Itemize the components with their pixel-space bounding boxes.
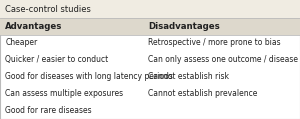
Text: Can only assess one outcome / disease: Can only assess one outcome / disease bbox=[148, 55, 298, 64]
Text: Good for rare diseases: Good for rare diseases bbox=[5, 106, 92, 115]
Text: Advantages: Advantages bbox=[5, 22, 63, 31]
Text: Disadvantages: Disadvantages bbox=[148, 22, 220, 31]
Text: Cannot establish risk: Cannot establish risk bbox=[148, 72, 229, 81]
Text: Retrospective / more prone to bias: Retrospective / more prone to bias bbox=[148, 38, 280, 47]
Text: Cannot establish prevalence: Cannot establish prevalence bbox=[148, 89, 257, 98]
Text: Cheaper: Cheaper bbox=[5, 38, 38, 47]
Text: Quicker / easier to conduct: Quicker / easier to conduct bbox=[5, 55, 109, 64]
Text: Can assess multiple exposures: Can assess multiple exposures bbox=[5, 89, 124, 98]
FancyBboxPatch shape bbox=[0, 0, 300, 18]
FancyBboxPatch shape bbox=[0, 18, 300, 35]
Text: Case-control studies: Case-control studies bbox=[5, 5, 91, 14]
Text: Good for diseases with long latency periods: Good for diseases with long latency peri… bbox=[5, 72, 173, 81]
